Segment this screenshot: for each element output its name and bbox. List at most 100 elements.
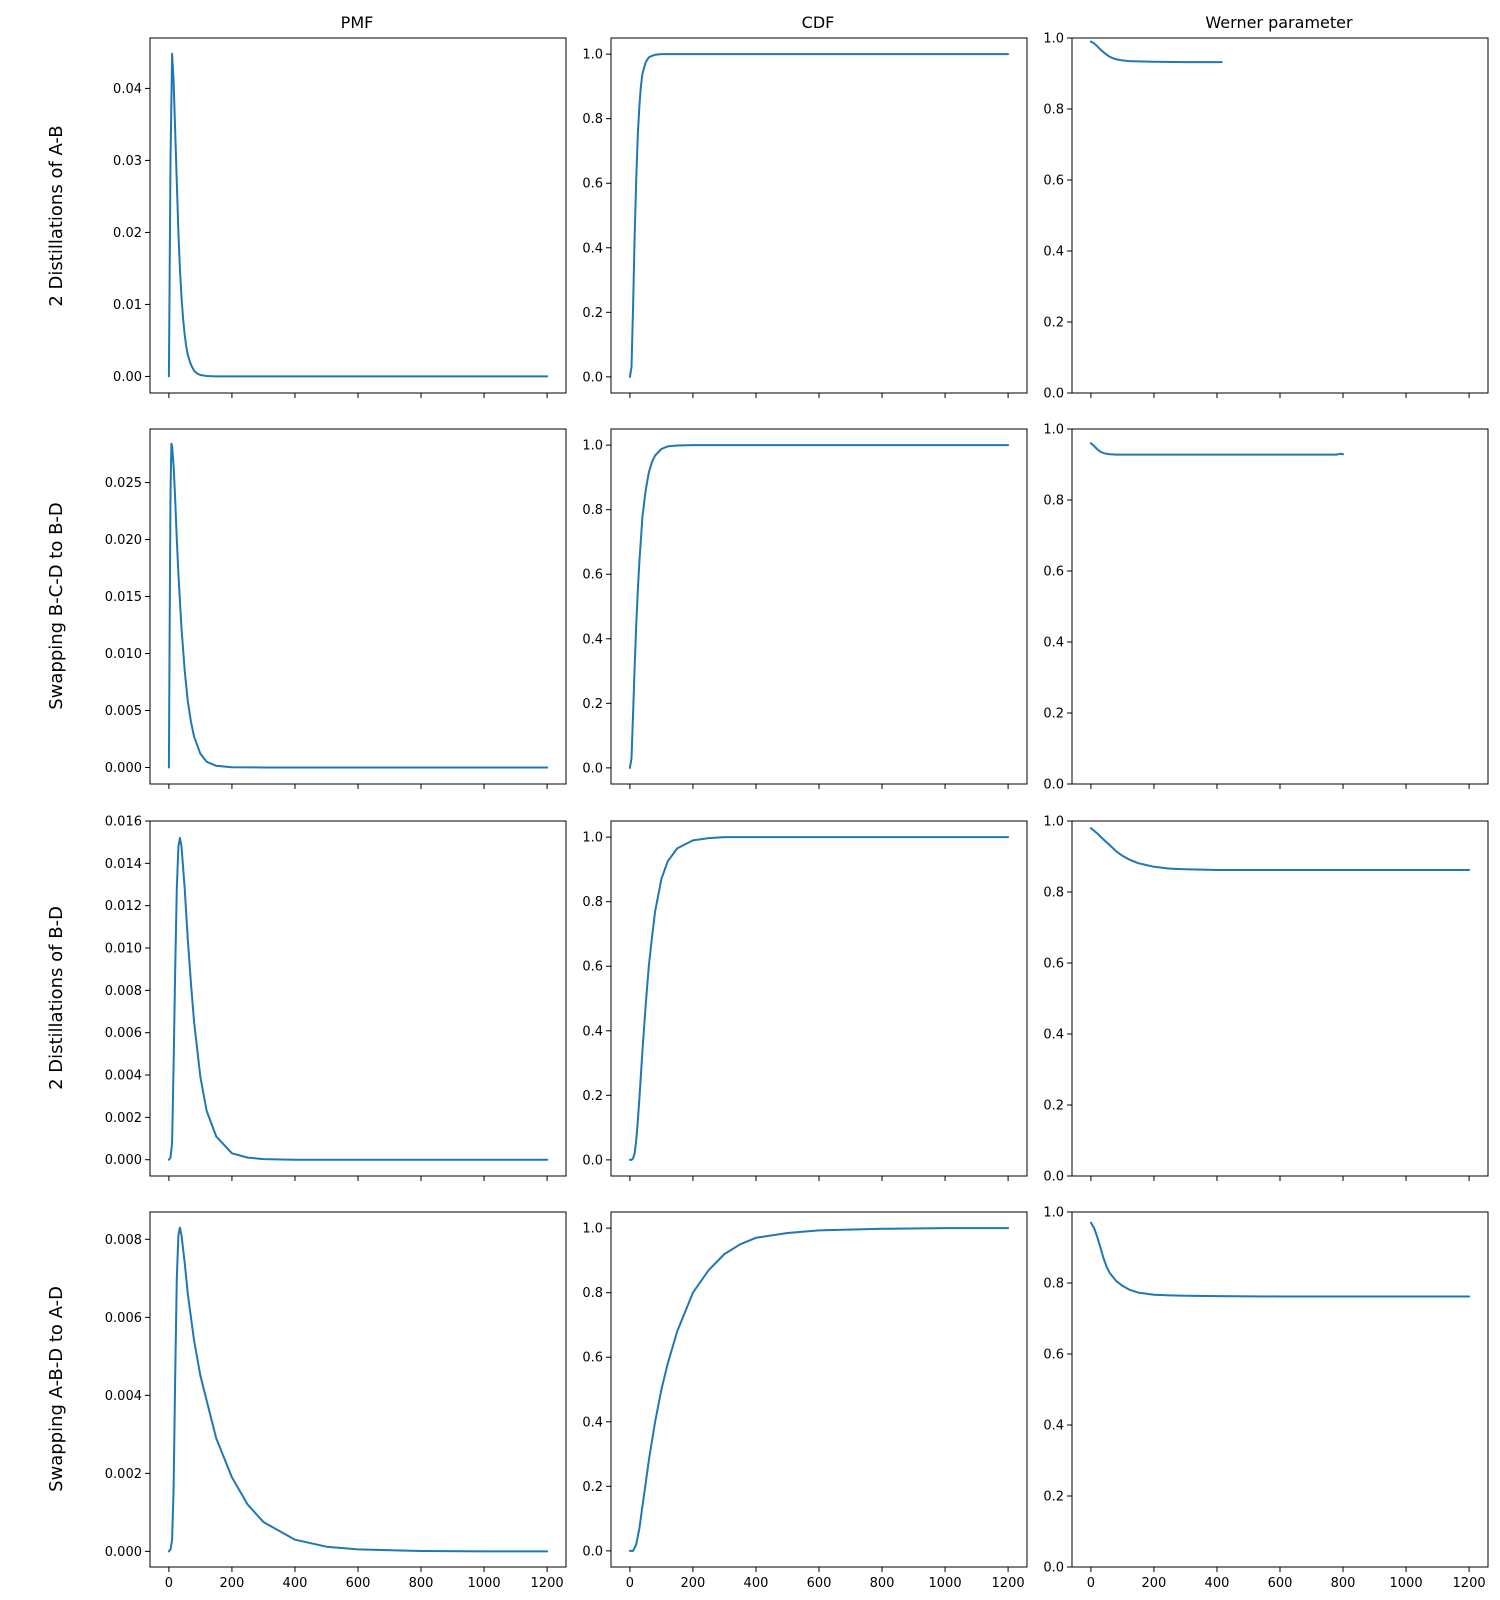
panel-r4-c2-axes-frame [610,1211,1028,1568]
panel-r2-c2-series-line-0 [628,444,1010,769]
panel-r1-c1-ytick-label-4: 0.04 [113,82,142,97]
panel-r4-c2-xtick-label-5: 1000 [929,1576,962,1591]
row-label-1: 2 Distillations of A-B [46,125,67,306]
panel-r3-c2-axes-frame [610,820,1028,1177]
panel-r1-c2-ytick-label-4: 0.8 [582,112,603,127]
panel-r3-c1-ytick-label-8: 0.016 [105,815,142,830]
panel-r3-c2-ytick-label-0: 0.0 [582,1153,603,1168]
panel-r3-c2-ytick-label-1: 0.2 [582,1089,603,1104]
panel-r2-c2: 0.0 0.2 0.4 0.6 0.8 1.0 [582,428,1028,789]
panel-r3-c3: 0.0 0.2 0.4 0.6 0.8 1.0 [1043,815,1489,1185]
panel-r1-c2-ytick-label-1: 0.2 [582,306,603,321]
panel-r2-c3-ytick-label-4: 0.8 [1043,494,1064,509]
panel-r4-c3-ytick-label-1: 0.2 [1043,1490,1064,1505]
panel-r3-c1-ytick-label-6: 0.012 [105,899,142,914]
panel-r4-c3-ytick-label-5: 1.0 [1043,1206,1064,1221]
panel-r4-c1: 0 200 400 600 800 1000 1200 0.000 0.002 0.004 0.00… [105,1211,567,1591]
panel-r1-c3-ytick-label-4: 0.8 [1043,103,1064,118]
panel-r1-c3: 0.0 0.2 0.4 0.6 0.8 1.0 [1043,32,1489,402]
panel-r4-c1-xtick-label-2: 400 [283,1576,308,1591]
panel-r4-c2-ytick-label-1: 0.2 [582,1480,603,1495]
panel-r3-c3-ytick-label-4: 0.8 [1043,886,1064,901]
panel-r4-c2-ytick-label-3: 0.6 [582,1351,603,1366]
panel-r4-c1-ytick-label-3: 0.006 [105,1311,142,1326]
panel-r2-c2-ytick-label-0: 0.0 [582,761,603,776]
panel-r4-c3-ytick-label-0: 0.0 [1043,1561,1064,1576]
panel-r3-c1-ytick-label-1: 0.002 [105,1111,142,1126]
panel-r2-c2-ytick-label-2: 0.4 [582,632,603,647]
panel-r2-c2-ytick-label-5: 1.0 [582,439,603,454]
panel-r4-c3: 0 200 400 600 800 1000 1200 0.0 0.2 0.4 0.6 0.8 1.0 [1043,1206,1489,1591]
row-label-2: Swapping B-C-D to B-D [46,502,67,710]
panel-r4-c2-ytick-label-5: 1.0 [582,1222,603,1237]
panel-r3-c3-series-line-0 [1089,827,1471,871]
panel-r4-c2-xtick-label-4: 800 [870,1576,895,1591]
panel-r4-c2-series-line-0 [628,1227,1010,1552]
panel-r2-c2-axes-frame [610,428,1028,785]
panel-r4-c1-ytick-label-1: 0.002 [105,1467,142,1482]
panel-r2-c1-axes-frame [149,428,567,785]
panel-r3-c3-ytick-label-3: 0.6 [1043,957,1064,972]
panel-r1-c1-ytick-label-1: 0.01 [113,298,142,313]
panel-r4-c2-xtick-label-3: 600 [807,1576,832,1591]
panel-r4-c3-xtick-label-1: 200 [1142,1576,1167,1591]
panel-r2-c1-ytick-label-0: 0.000 [105,761,142,776]
panel-r4-c1-xtick-label-5: 1000 [468,1576,501,1591]
panel-r4-c3-ytick-label-3: 0.6 [1043,1348,1064,1363]
panel-r1-c1-series-line-0 [167,52,549,378]
panel-r2-c3-ytick-label-2: 0.4 [1043,636,1064,651]
panel-r4-c2-xtick-label-0: 0 [626,1576,634,1591]
panel-r4-c3-series-line-0 [1089,1221,1471,1298]
panel-r4-c3-xtick-label-5: 1000 [1390,1576,1423,1591]
panel-r3-c3-ytick-label-0: 0.0 [1043,1170,1064,1185]
column-title-pmf: PMF [341,13,374,32]
panel-r4-c1-series-line-0 [167,1226,549,1553]
panel-r1-c2-ytick-label-2: 0.4 [582,241,603,256]
panel-r2-c3-ytick-label-0: 0.0 [1043,778,1064,793]
panel-r4-c3-axes-frame [1071,1211,1489,1568]
panel-r1-c3-ytick-label-2: 0.4 [1043,245,1064,260]
panel-r3-c3-ytick-label-2: 0.4 [1043,1028,1064,1043]
panel-r2-c1-ytick-label-1: 0.005 [105,704,142,719]
panel-r2-c1-ytick-label-3: 0.015 [105,590,142,605]
panel-r1-c2-ytick-label-5: 1.0 [582,48,603,63]
panel-r2-c1-series-line-0 [167,442,549,769]
panel-r1-c2-ytick-label-3: 0.6 [582,177,603,192]
panel-r2-c3-ytick-label-1: 0.2 [1043,707,1064,722]
column-title-cdf: CDF [802,13,835,32]
panel-r1-c3-ytick-label-3: 0.6 [1043,174,1064,189]
panel-r3-c2-ytick-label-5: 1.0 [582,831,603,846]
panel-r4-c2-xtick-label-2: 400 [744,1576,769,1591]
panel-r2-c1-ytick-label-4: 0.020 [105,533,142,548]
panel-r1-c3-series-line-0 [1089,40,1223,64]
panel-r4-c2: 0 200 400 600 800 1000 1200 0.0 0.2 0.4 0.6 0.8 1.0 [582,1211,1028,1591]
panel-r3-c2-ytick-label-4: 0.8 [582,895,603,910]
panel-r3-c1-ytick-label-5: 0.010 [105,942,142,957]
panel-r4-c3-ytick-label-4: 0.8 [1043,1277,1064,1292]
row-label-3: 2 Distillations of B-D [46,906,67,1090]
panel-r3-c1-ytick-label-3: 0.006 [105,1026,142,1041]
panel-r4-c2-xtick-label-6: 1200 [992,1576,1025,1591]
panel-r2-c3: 0.0 0.2 0.4 0.6 0.8 1.0 [1043,423,1489,793]
panel-r3-c1-ytick-label-2: 0.004 [105,1069,142,1084]
panel-r4-c1-ytick-label-4: 0.008 [105,1233,142,1248]
panel-r2-c1-ytick-label-5: 0.025 [105,476,142,491]
panel-r2-c2-ytick-label-3: 0.6 [582,568,603,583]
column-title-werner: Werner parameter [1205,13,1353,32]
panel-r1-c3-ytick-label-1: 0.2 [1043,316,1064,331]
panel-r4-c2-ytick-label-0: 0.0 [582,1544,603,1559]
panel-r4-c1-ytick-label-0: 0.000 [105,1545,142,1560]
panel-r1-c3-ytick-label-5: 1.0 [1043,32,1064,47]
panel-r4-c1-xtick-label-4: 800 [409,1576,434,1591]
panel-r3-c1-ytick-label-4: 0.008 [105,984,142,999]
panel-r4-c3-xtick-label-4: 800 [1331,1576,1356,1591]
panel-r3-c1-ytick-label-0: 0.000 [105,1153,142,1168]
panel-r1-c1-ytick-label-2: 0.02 [113,226,142,241]
panel-r2-c1: 0.000 0.005 0.010 0.015 0.020 0.025 [105,428,567,789]
panel-r1-c2-series-line-0 [628,53,1010,378]
panel-r4-c2-xtick-label-1: 200 [681,1576,706,1591]
panel-r4-c3-xtick-label-0: 0 [1087,1576,1095,1591]
panel-r2-c3-ytick-label-3: 0.6 [1043,565,1064,580]
panel-r3-c3-ytick-label-5: 1.0 [1043,815,1064,830]
panel-r3-c3-ytick-label-1: 0.2 [1043,1099,1064,1114]
